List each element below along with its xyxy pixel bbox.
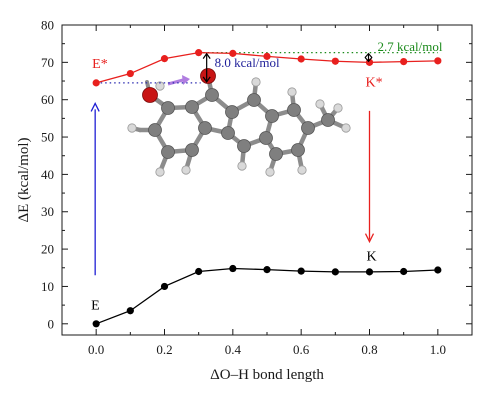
carbon-atom	[287, 103, 301, 117]
series-point-1	[365, 268, 374, 276]
hydrogen-atom	[155, 81, 165, 91]
series-point-0	[263, 52, 271, 60]
hydrogen-atom	[297, 165, 307, 175]
carbon-atom	[225, 105, 239, 119]
x-tick-label: 0.2	[156, 342, 172, 357]
carbon-atom	[291, 143, 305, 157]
x-tick-label: 0.4	[225, 342, 242, 357]
gap-right-arrow-head-bottom	[364, 56, 373, 63]
arrows-layer	[90, 52, 375, 276]
carbon-atom	[161, 145, 175, 159]
gap-left-annotation: 8.0 kcal/mol	[215, 55, 280, 70]
carbon-atom	[221, 126, 235, 140]
gap-right-annotation: 2.7 kcal/mol	[378, 39, 443, 54]
label-e-star: E*	[92, 57, 108, 72]
series-point-1	[400, 267, 408, 276]
series-line-1	[95, 267, 438, 325]
label-e: E	[91, 299, 100, 314]
oxygen-atom	[142, 87, 158, 103]
series-point-1	[434, 266, 442, 274]
series-point-1	[229, 264, 237, 273]
y-tick-label: 60	[41, 92, 54, 107]
x-axis-title: ΔO–H bond length	[210, 367, 324, 383]
gap-right-arrow-head-top	[364, 52, 373, 59]
hydrogen-atom	[155, 167, 165, 177]
series-point-0	[195, 49, 203, 57]
y-tick-label: 20	[41, 242, 54, 257]
carbon-atom	[237, 139, 251, 153]
gap-left-arrow-head-bottom	[202, 76, 211, 83]
emission-arrow-head	[364, 233, 375, 244]
hydrogen-atom	[251, 77, 261, 87]
y-tick-label: 0	[48, 316, 55, 331]
oxygen-atom	[200, 68, 216, 84]
series-point-1	[331, 268, 339, 276]
y-tick-label: 50	[41, 130, 54, 145]
series-point-1	[160, 282, 169, 291]
y-tick-label: 30	[41, 204, 54, 219]
absorption-arrow-head	[90, 101, 100, 112]
x-tick-label: 0.6	[293, 342, 310, 357]
carbon-atom	[161, 101, 175, 115]
series-point-1	[195, 267, 203, 276]
hydrogen-atom	[333, 103, 343, 113]
y-tick-label: 40	[41, 167, 54, 182]
carbon-atom	[269, 147, 283, 161]
y-tick-label: 80	[41, 18, 54, 33]
carbon-atom	[259, 131, 273, 145]
y-tick-label: 10	[41, 279, 54, 294]
hydrogen-atom	[341, 123, 351, 133]
gap-left-arrow-head-top	[202, 52, 211, 59]
series-point-0	[434, 57, 442, 65]
plot-frame	[61, 24, 473, 336]
carbon-atom	[205, 88, 219, 102]
label-k-star: K*	[366, 76, 383, 91]
x-tick-label: 1.0	[430, 342, 446, 357]
series-point-0	[126, 69, 134, 78]
hydrogen-atom	[237, 161, 247, 171]
series-point-1	[263, 266, 271, 274]
y-axis-title: ΔE (kcal/mol)	[16, 137, 32, 222]
series-point-1	[297, 267, 305, 275]
series-point-1	[92, 320, 100, 328]
x-tick-label: 0.0	[88, 342, 104, 357]
series-point-0	[331, 57, 339, 65]
carbon-atom	[148, 123, 162, 137]
carbon-atom	[265, 109, 279, 123]
y-tick-label: 70	[41, 55, 54, 70]
carbon-atom	[247, 93, 261, 107]
series-point-0	[160, 55, 169, 63]
series-point-1	[126, 307, 134, 315]
hydrogen-atom	[287, 87, 297, 97]
carbon-atom	[198, 121, 212, 135]
carbon-atom	[301, 121, 315, 135]
proton-transfer-arrow-head	[182, 75, 190, 85]
molecule-illustration	[127, 68, 351, 177]
x-tick-label: 0.8	[361, 342, 377, 357]
carbon-atom	[321, 113, 335, 127]
series-point-0	[400, 58, 408, 66]
hydrogen-atom	[127, 123, 137, 133]
carbon-atom	[185, 100, 199, 114]
hydrogen-atom	[265, 167, 275, 177]
guides-layer	[96, 52, 438, 84]
hydrogen-atom	[315, 99, 325, 109]
proton-transfer-arrow	[167, 78, 184, 86]
carbon-atom	[185, 143, 199, 157]
series-point-0	[92, 79, 100, 87]
hydrogen-atom	[181, 165, 191, 175]
series-point-0	[297, 55, 305, 63]
series-layer	[92, 49, 442, 328]
label-k: K	[367, 249, 377, 264]
ticks-layer: 0.0 0.2 0.4 0.6 0.8 1.0 0 10 20 30 40 50 60 70 80	[41, 18, 472, 357]
series-point-0	[229, 49, 237, 57]
